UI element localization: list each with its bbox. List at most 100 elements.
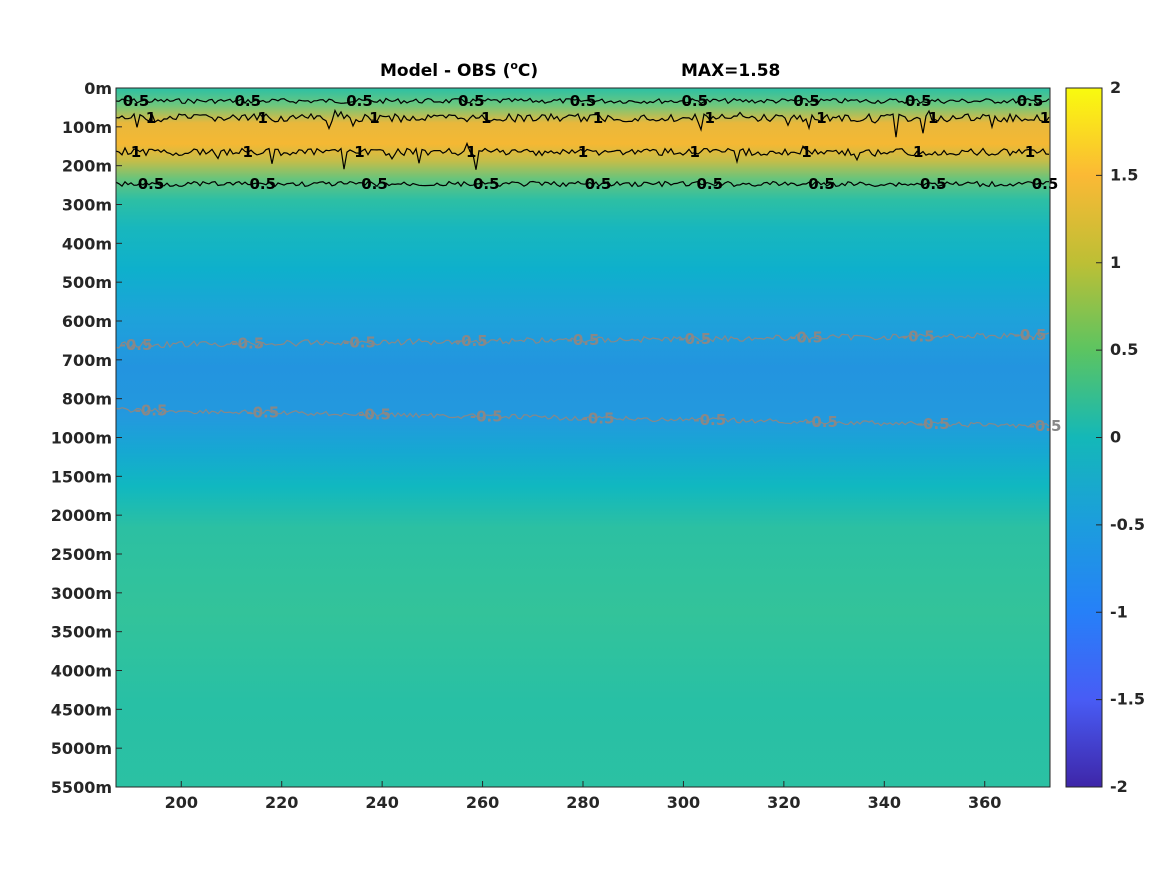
contour-label: 1: [913, 143, 923, 161]
x-tick-label: 320: [767, 793, 800, 812]
contour-label: 1: [131, 143, 141, 161]
contour-label: 0.5: [346, 92, 373, 110]
y-tick-label: 500m: [62, 273, 112, 292]
contour-label: 1: [816, 109, 826, 127]
contour-label: 0.5: [458, 92, 485, 110]
colorbar-tick-label: 1.5: [1110, 165, 1138, 184]
x-tick-label: 260: [466, 793, 499, 812]
contour-label: 0.5: [138, 175, 165, 193]
contour-label: 1: [146, 109, 156, 127]
x-tick-label: 220: [265, 793, 298, 812]
colorbar-tick-label: -1: [1110, 602, 1128, 621]
colorbar-ticks: 2 1.5 1 0.5 0 -0.5 -1 -1.5 -2: [1096, 78, 1145, 796]
y-tick-label: 800m: [62, 390, 112, 409]
y-tick-label: 1000m: [51, 429, 112, 448]
contour-label: -0.5: [917, 415, 950, 433]
contour-label: 0.5: [585, 175, 612, 193]
contour-label: 1: [466, 143, 476, 161]
x-tick-label: 240: [365, 793, 398, 812]
x-tick-label: 200: [165, 793, 198, 812]
colorbar-tick-label: 0.5: [1110, 340, 1138, 359]
contour-label: 0.5: [361, 175, 388, 193]
contour-line: [115, 407, 1050, 429]
contour-line: [115, 108, 1050, 138]
colorbar: 2 1.5 1 0.5 0 -0.5 -1 -1.5 -2: [1065, 78, 1145, 796]
contour-label: 1: [243, 143, 253, 161]
x-tick-label: 340: [868, 793, 901, 812]
chart-title: Model - OBS (oC): [380, 59, 538, 81]
contour-line: [115, 332, 1050, 349]
contour-label: 1: [481, 109, 491, 127]
y-tick-label: 0m: [84, 79, 112, 98]
y-tick-label: 200m: [62, 157, 112, 176]
contour-label: -0.5: [805, 413, 838, 431]
contour-label: 1: [705, 109, 715, 127]
chart-title-main: Model - OBS (: [380, 61, 510, 81]
contour-label: 1: [369, 109, 379, 127]
contour-label: 1: [258, 109, 268, 127]
contour-label: -0.5: [470, 407, 503, 425]
contour-label: 1: [1025, 143, 1035, 161]
contour-label: -0.5: [246, 404, 279, 422]
plot-area: 0.5 0.5 0.5 0.5 0.5 0.5 0.5 0.5 0.51 1 1 1 1 1 1 1 11 1 1 1…: [115, 87, 1062, 788]
y-tick-label: 2500m: [51, 545, 112, 564]
y-tick-label: 600m: [62, 312, 112, 331]
contour-label: 1: [801, 143, 811, 161]
y-tick-label: 700m: [62, 351, 112, 370]
contour-label: -0.5: [678, 330, 711, 348]
contour-label: 0.5: [473, 175, 500, 193]
colorbar-tick-label: 2: [1110, 78, 1121, 97]
contour-label: 1: [354, 143, 364, 161]
y-tick-label: 5500m: [51, 778, 112, 797]
y-axis: 0m 100m 200m 300m 400m 500m 600m 700m 800m 1000m 1…: [51, 79, 122, 797]
contour-label: 0.5: [808, 175, 835, 193]
contour-label: -0.5: [582, 409, 615, 427]
colorbar-tick-label: 0: [1110, 428, 1121, 447]
contour-label: 0.5: [793, 92, 820, 110]
y-tick-label: 5000m: [51, 739, 112, 758]
contour-label: 0.5: [570, 92, 597, 110]
chart-title-unit: C): [518, 61, 538, 81]
contour-label: -0.5: [343, 333, 376, 351]
y-tick-label: 2000m: [51, 506, 112, 525]
contour-label: 0.5: [123, 92, 150, 110]
y-tick-label: 100m: [62, 118, 112, 137]
contour-labels: 0.5 0.5 0.5 0.5 0.5 0.5 0.5 0.5 0.51 1 1 1 1 1 1 1 11 1 1 1…: [120, 92, 1062, 435]
y-tick-label: 4000m: [51, 662, 112, 681]
x-tick-label: 280: [566, 793, 599, 812]
y-tick-label: 1500m: [51, 467, 112, 486]
y-tick-label: 4500m: [51, 700, 112, 719]
contour-line: [115, 141, 1050, 170]
x-axis: 200 220 240 260 280 300 320 340 360: [165, 781, 1001, 812]
contour-label: 1: [593, 109, 603, 127]
contour-label: 1: [1040, 109, 1050, 127]
x-tick-label: 300: [667, 793, 700, 812]
contour-label: 0.5: [905, 92, 932, 110]
colorbar-tick-label: -2: [1110, 777, 1128, 796]
contour-label: 0.5: [1032, 175, 1059, 193]
contour-label: -0.5: [902, 327, 935, 345]
colorbar-tick-label: -0.5: [1110, 515, 1145, 534]
contour-label: 0.5: [234, 92, 261, 110]
contour-label: 0.5: [1017, 92, 1044, 110]
x-tick-label: 360: [968, 793, 1001, 812]
contour-label: -0.5: [693, 411, 726, 429]
colorbar-tick-label: -1.5: [1110, 690, 1145, 709]
chart-title-unit-sup: o: [510, 59, 518, 72]
contour-label: -0.5: [1014, 326, 1047, 344]
contour-label: 0.5: [696, 175, 723, 193]
contour-label: -0.5: [455, 332, 488, 350]
colorbar-tick-label: 1: [1110, 253, 1121, 272]
contour-label: -0.5: [120, 336, 153, 354]
contour-label: 1: [578, 143, 588, 161]
contour-label: 0.5: [920, 175, 947, 193]
contour-label: 0.5: [681, 92, 708, 110]
contour-label: -0.5: [135, 402, 168, 420]
contour-lines: [115, 97, 1050, 429]
max-label: MAX=1.58: [681, 61, 780, 81]
contour-label: -0.5: [567, 331, 600, 349]
heatmap-field: [116, 88, 1050, 787]
contour-label: 1: [690, 143, 700, 161]
contour-label: -0.5: [358, 405, 391, 423]
